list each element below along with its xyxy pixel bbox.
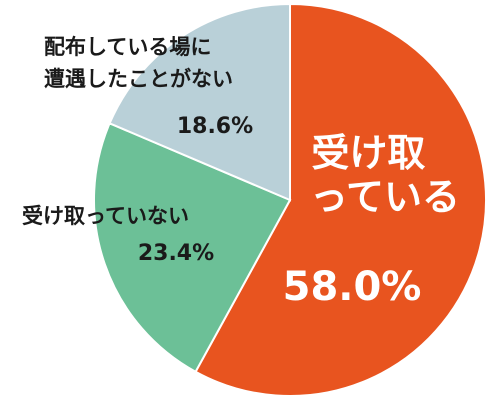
slice-value-received: 58.0%	[283, 264, 422, 310]
slice-value-not-received: 23.4%	[138, 241, 214, 266]
pie-slice-not-received	[93, 121, 292, 374]
pie-slices	[93, 2, 487, 397]
pie-labels: 受け取 っている 58.0% 受け取っていない 23.4% 配布している場に 遭…	[22, 35, 460, 310]
pie-slice-never-encountered	[108, 2, 291, 202]
slice-label-not-received: 受け取っていない	[22, 204, 189, 228]
slice-value-never-encountered: 18.6%	[177, 114, 253, 139]
slice-label-never-encountered: 配布している場に 遭遇したことがない	[44, 35, 233, 91]
pie-slice-received	[194, 2, 487, 397]
slice-label-received: 受け取 っている	[310, 131, 460, 219]
